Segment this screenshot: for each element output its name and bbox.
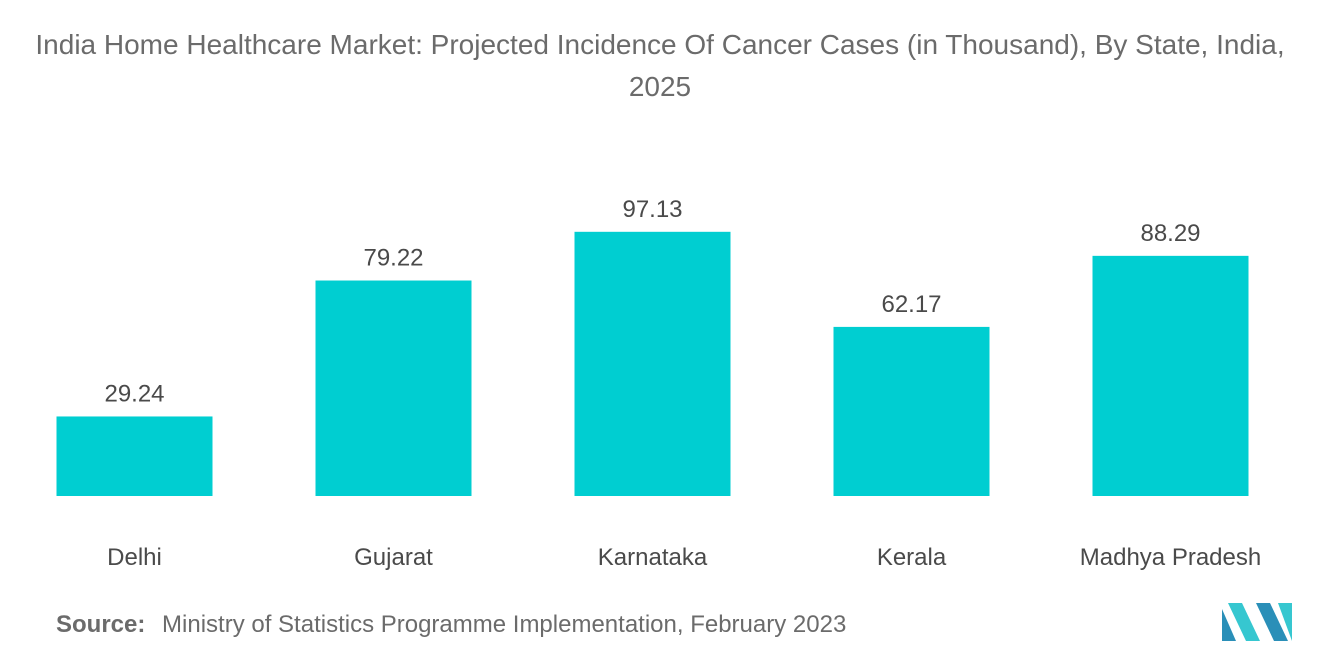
source-note: Source: Ministry of Statistics Programme… bbox=[56, 611, 846, 639]
x-tick-label-gujarat: Gujarat bbox=[354, 544, 433, 571]
source-text: Ministry of Statistics Programme Impleme… bbox=[162, 611, 847, 638]
chart-title: India Home Healthcare Market: Projected … bbox=[35, 29, 1285, 102]
data-label-delhi: 29.24 bbox=[104, 380, 164, 407]
mordor-intelligence-logo-icon bbox=[1222, 603, 1292, 641]
x-tick-label-kerala: Kerala bbox=[877, 544, 947, 571]
bar-gujarat bbox=[315, 280, 472, 496]
data-label-karnataka: 97.13 bbox=[622, 196, 682, 223]
bar-madhya-pradesh bbox=[1092, 255, 1249, 496]
x-tick-label-madhya-pradesh: Madhya Pradesh bbox=[1080, 544, 1261, 571]
x-tick-label-karnataka: Karnataka bbox=[598, 544, 708, 571]
x-tick-label-delhi: Delhi bbox=[107, 544, 162, 571]
data-label-kerala: 62.17 bbox=[881, 291, 941, 318]
data-label-gujarat: 79.22 bbox=[363, 245, 423, 272]
data-label-madhya-pradesh: 88.29 bbox=[1140, 220, 1200, 247]
bar-delhi bbox=[56, 416, 213, 496]
bar-kerala bbox=[833, 326, 990, 496]
source-label: Source: bbox=[56, 611, 146, 638]
bar-karnataka bbox=[574, 231, 731, 496]
